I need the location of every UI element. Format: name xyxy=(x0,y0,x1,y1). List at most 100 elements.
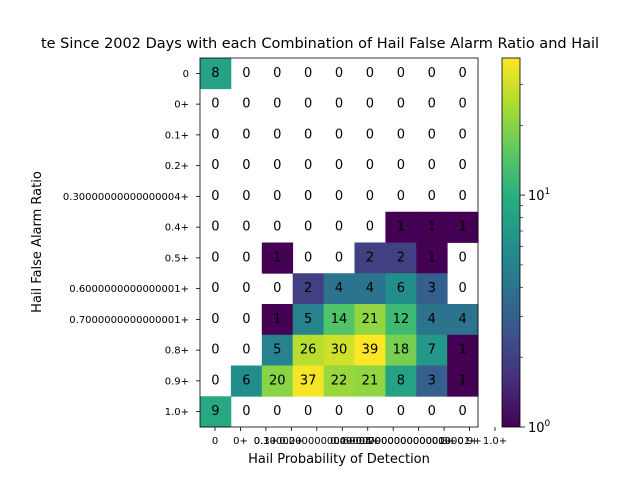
cell-value-label: 0 xyxy=(242,250,250,265)
heatmap-cell xyxy=(323,365,355,397)
cell-value-label: 0 xyxy=(366,158,374,173)
cell-value-label: 0 xyxy=(428,66,436,81)
heatmap-cell xyxy=(354,273,386,305)
heatmap-cell xyxy=(385,365,417,397)
heatmap-cell xyxy=(447,334,479,366)
colorbar-tick-label: 101 xyxy=(528,187,550,204)
cell-value-label: 0 xyxy=(397,127,405,142)
cell-value-label: 22 xyxy=(331,373,348,388)
cell-value-label: 0 xyxy=(242,281,250,296)
cell-value-label: 0 xyxy=(242,158,250,173)
heatmap-cell xyxy=(385,334,417,366)
cell-value-label: 0 xyxy=(459,250,467,265)
cell-value-label: 1 xyxy=(273,312,281,327)
cell-value-label: 9 xyxy=(211,404,219,419)
cell-value-label: 0 xyxy=(304,220,312,235)
heatmap-cell xyxy=(323,273,355,305)
cell-value-label: 0 xyxy=(459,66,467,81)
cell-value-label: 0 xyxy=(428,127,436,142)
heatmap-cell xyxy=(385,273,417,305)
cell-value-label: 0 xyxy=(428,404,436,419)
colorbar-tick-exponent: 0 xyxy=(545,419,551,429)
cell-value-label: 39 xyxy=(362,343,379,358)
cell-value-label: 0 xyxy=(335,66,343,81)
cell-value-label: 0 xyxy=(366,189,374,204)
x-tick-label: 0.9+ xyxy=(457,436,481,447)
cell-value-label: 2 xyxy=(366,250,374,265)
x-tick-label: 0+ xyxy=(233,436,248,447)
heatmap-cell xyxy=(385,211,417,243)
cell-value-label: 0 xyxy=(366,97,374,112)
cell-value-label: 0 xyxy=(211,312,219,327)
cell-value-label: 26 xyxy=(300,343,317,358)
cell-value-label: 0 xyxy=(304,158,312,173)
heatmap-cell xyxy=(447,211,479,243)
y-tick-label: 0.5+ xyxy=(165,253,189,264)
cell-value-label: 4 xyxy=(366,281,374,296)
heatmap-value-labels: 8 0 0 0 0 0 0 0 0 0 0 0 0 0 0 0 0 0 0 0 0 0 0 0 0 0 0 0 0 0 0 0 0 0 0 0 0 0 0 0… xyxy=(211,66,466,419)
cell-value-label: 0 xyxy=(211,158,219,173)
cell-value-label: 3 xyxy=(428,281,436,296)
colorbar-tick-label: 100 xyxy=(528,419,551,436)
heatmap-cell xyxy=(200,58,232,90)
cell-value-label: 0 xyxy=(459,127,467,142)
cell-value-label: 0 xyxy=(366,404,374,419)
cell-value-label: 1 xyxy=(428,220,436,235)
x-tick-label: 0 xyxy=(212,436,218,447)
cell-value-label: 1 xyxy=(459,220,467,235)
y-tick-label: 0.30000000000000004+ xyxy=(63,192,189,203)
cell-value-label: 14 xyxy=(331,312,348,327)
heatmap-cell xyxy=(261,365,294,397)
cell-value-label: 0 xyxy=(242,97,250,112)
heatmap-cell xyxy=(416,242,448,274)
cell-value-label: 0 xyxy=(459,158,467,173)
colorbar-ticks: 100 101 xyxy=(520,84,551,436)
cell-value-label: 4 xyxy=(335,281,343,296)
x-tick-label: 1.0+ xyxy=(483,436,507,447)
cell-value-label: 6 xyxy=(397,281,405,296)
x-tick-label: 0.7000000000000001+ xyxy=(359,436,479,447)
heatmap-cell xyxy=(416,334,448,366)
cell-value-label: 0 xyxy=(335,250,343,265)
cell-value-label: 0 xyxy=(335,404,343,419)
heatmap-cell xyxy=(416,211,448,243)
cell-value-label: 0 xyxy=(397,189,405,204)
cell-value-label: 0 xyxy=(459,281,467,296)
cell-value-label: 0 xyxy=(211,127,219,142)
colorbar-frame xyxy=(501,57,521,428)
cell-value-label: 0 xyxy=(304,127,312,142)
y-axis-label: Hail False Alarm Ratio xyxy=(30,171,45,313)
heatmap-cell xyxy=(385,304,417,336)
y-tick-label: 0.4+ xyxy=(165,223,189,234)
heatmap-cell xyxy=(354,304,386,336)
cell-value-label: 0 xyxy=(397,158,405,173)
heatmap-cell xyxy=(447,365,479,397)
cell-value-label: 3 xyxy=(428,373,436,388)
cell-value-label: 0 xyxy=(335,189,343,204)
heatmap-cell xyxy=(354,365,386,397)
cell-value-label: 0 xyxy=(242,343,250,358)
chart-title: te Since 2002 Days with each Combination… xyxy=(41,36,599,52)
cell-value-label: 21 xyxy=(362,312,379,327)
y-tick-label: 1.0+ xyxy=(165,407,189,418)
heatmap-cell xyxy=(261,242,294,274)
cell-value-label: 0 xyxy=(273,66,281,81)
cell-value-label: 8 xyxy=(397,373,405,388)
cell-value-label: 37 xyxy=(300,373,317,388)
y-tick-label: 0.2+ xyxy=(165,161,189,172)
cell-value-label: 0 xyxy=(397,404,405,419)
cell-value-label: 0 xyxy=(211,220,219,235)
y-tick-label: 0.6000000000000001+ xyxy=(69,284,189,295)
x-tick-label: 0.2+ xyxy=(279,436,303,447)
x-axis-label: Hail Probability of Detection xyxy=(248,452,430,467)
cell-value-label: 0 xyxy=(242,220,250,235)
cell-value-label: 0 xyxy=(273,404,281,419)
cell-value-label: 0 xyxy=(242,66,250,81)
heatmap-cells xyxy=(200,58,479,428)
heatmap-cell xyxy=(354,242,386,274)
heatmap-cell xyxy=(323,304,355,336)
cell-value-label: 4 xyxy=(428,312,436,327)
heatmap-cell xyxy=(385,242,417,274)
cell-value-label: 0 xyxy=(304,97,312,112)
